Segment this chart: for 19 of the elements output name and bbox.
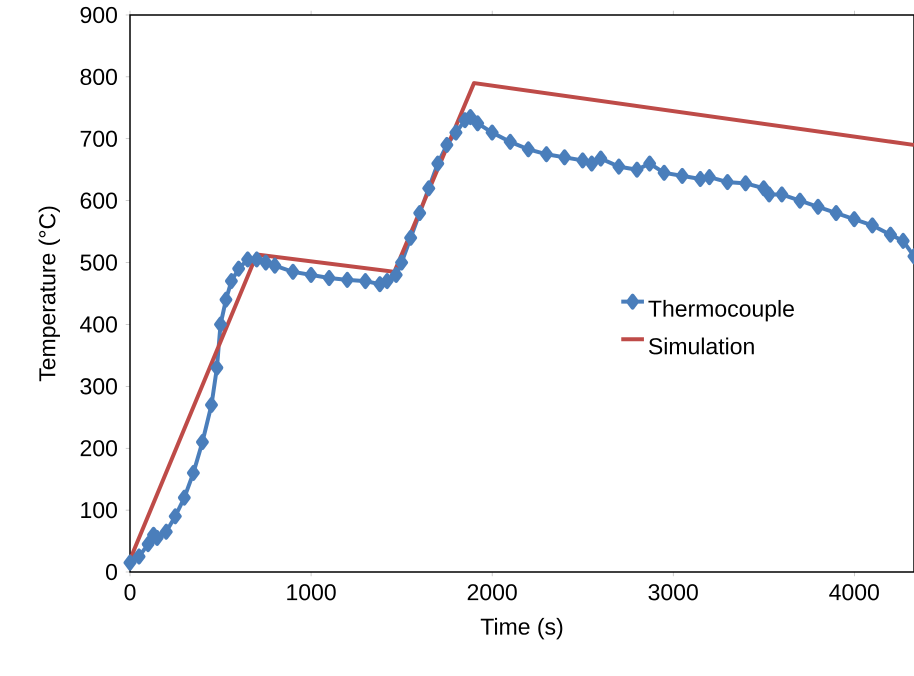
y-tick-label: 100 — [81, 502, 117, 518]
legend-label: Thermocouple — [648, 300, 794, 322]
x-tick-label: 0 — [124, 584, 136, 600]
y-tick-label: 600 — [80, 192, 117, 209]
x-tick-label: 4000 — [829, 584, 879, 600]
y-tick-label: 200 — [80, 440, 117, 456]
y-tick-label: 900 — [80, 6, 117, 24]
x-tick-label: 1000 — [287, 584, 336, 600]
y-tick-label: 700 — [80, 130, 117, 147]
x-tick-label: 3000 — [648, 584, 698, 600]
y-tick-label: 800 — [80, 68, 117, 86]
x-tick-label: 2000 — [468, 584, 517, 600]
legend-label: Simulation — [648, 338, 754, 354]
y-tick-label: 500 — [80, 254, 117, 271]
y-axis-title: Temperature (°C) — [38, 206, 60, 382]
y-tick-label: 300 — [80, 378, 117, 394]
y-tick-label: 0 — [106, 564, 117, 580]
y-tick-label: 400 — [80, 316, 117, 333]
x-axis-title: Time (s) — [480, 618, 562, 640]
